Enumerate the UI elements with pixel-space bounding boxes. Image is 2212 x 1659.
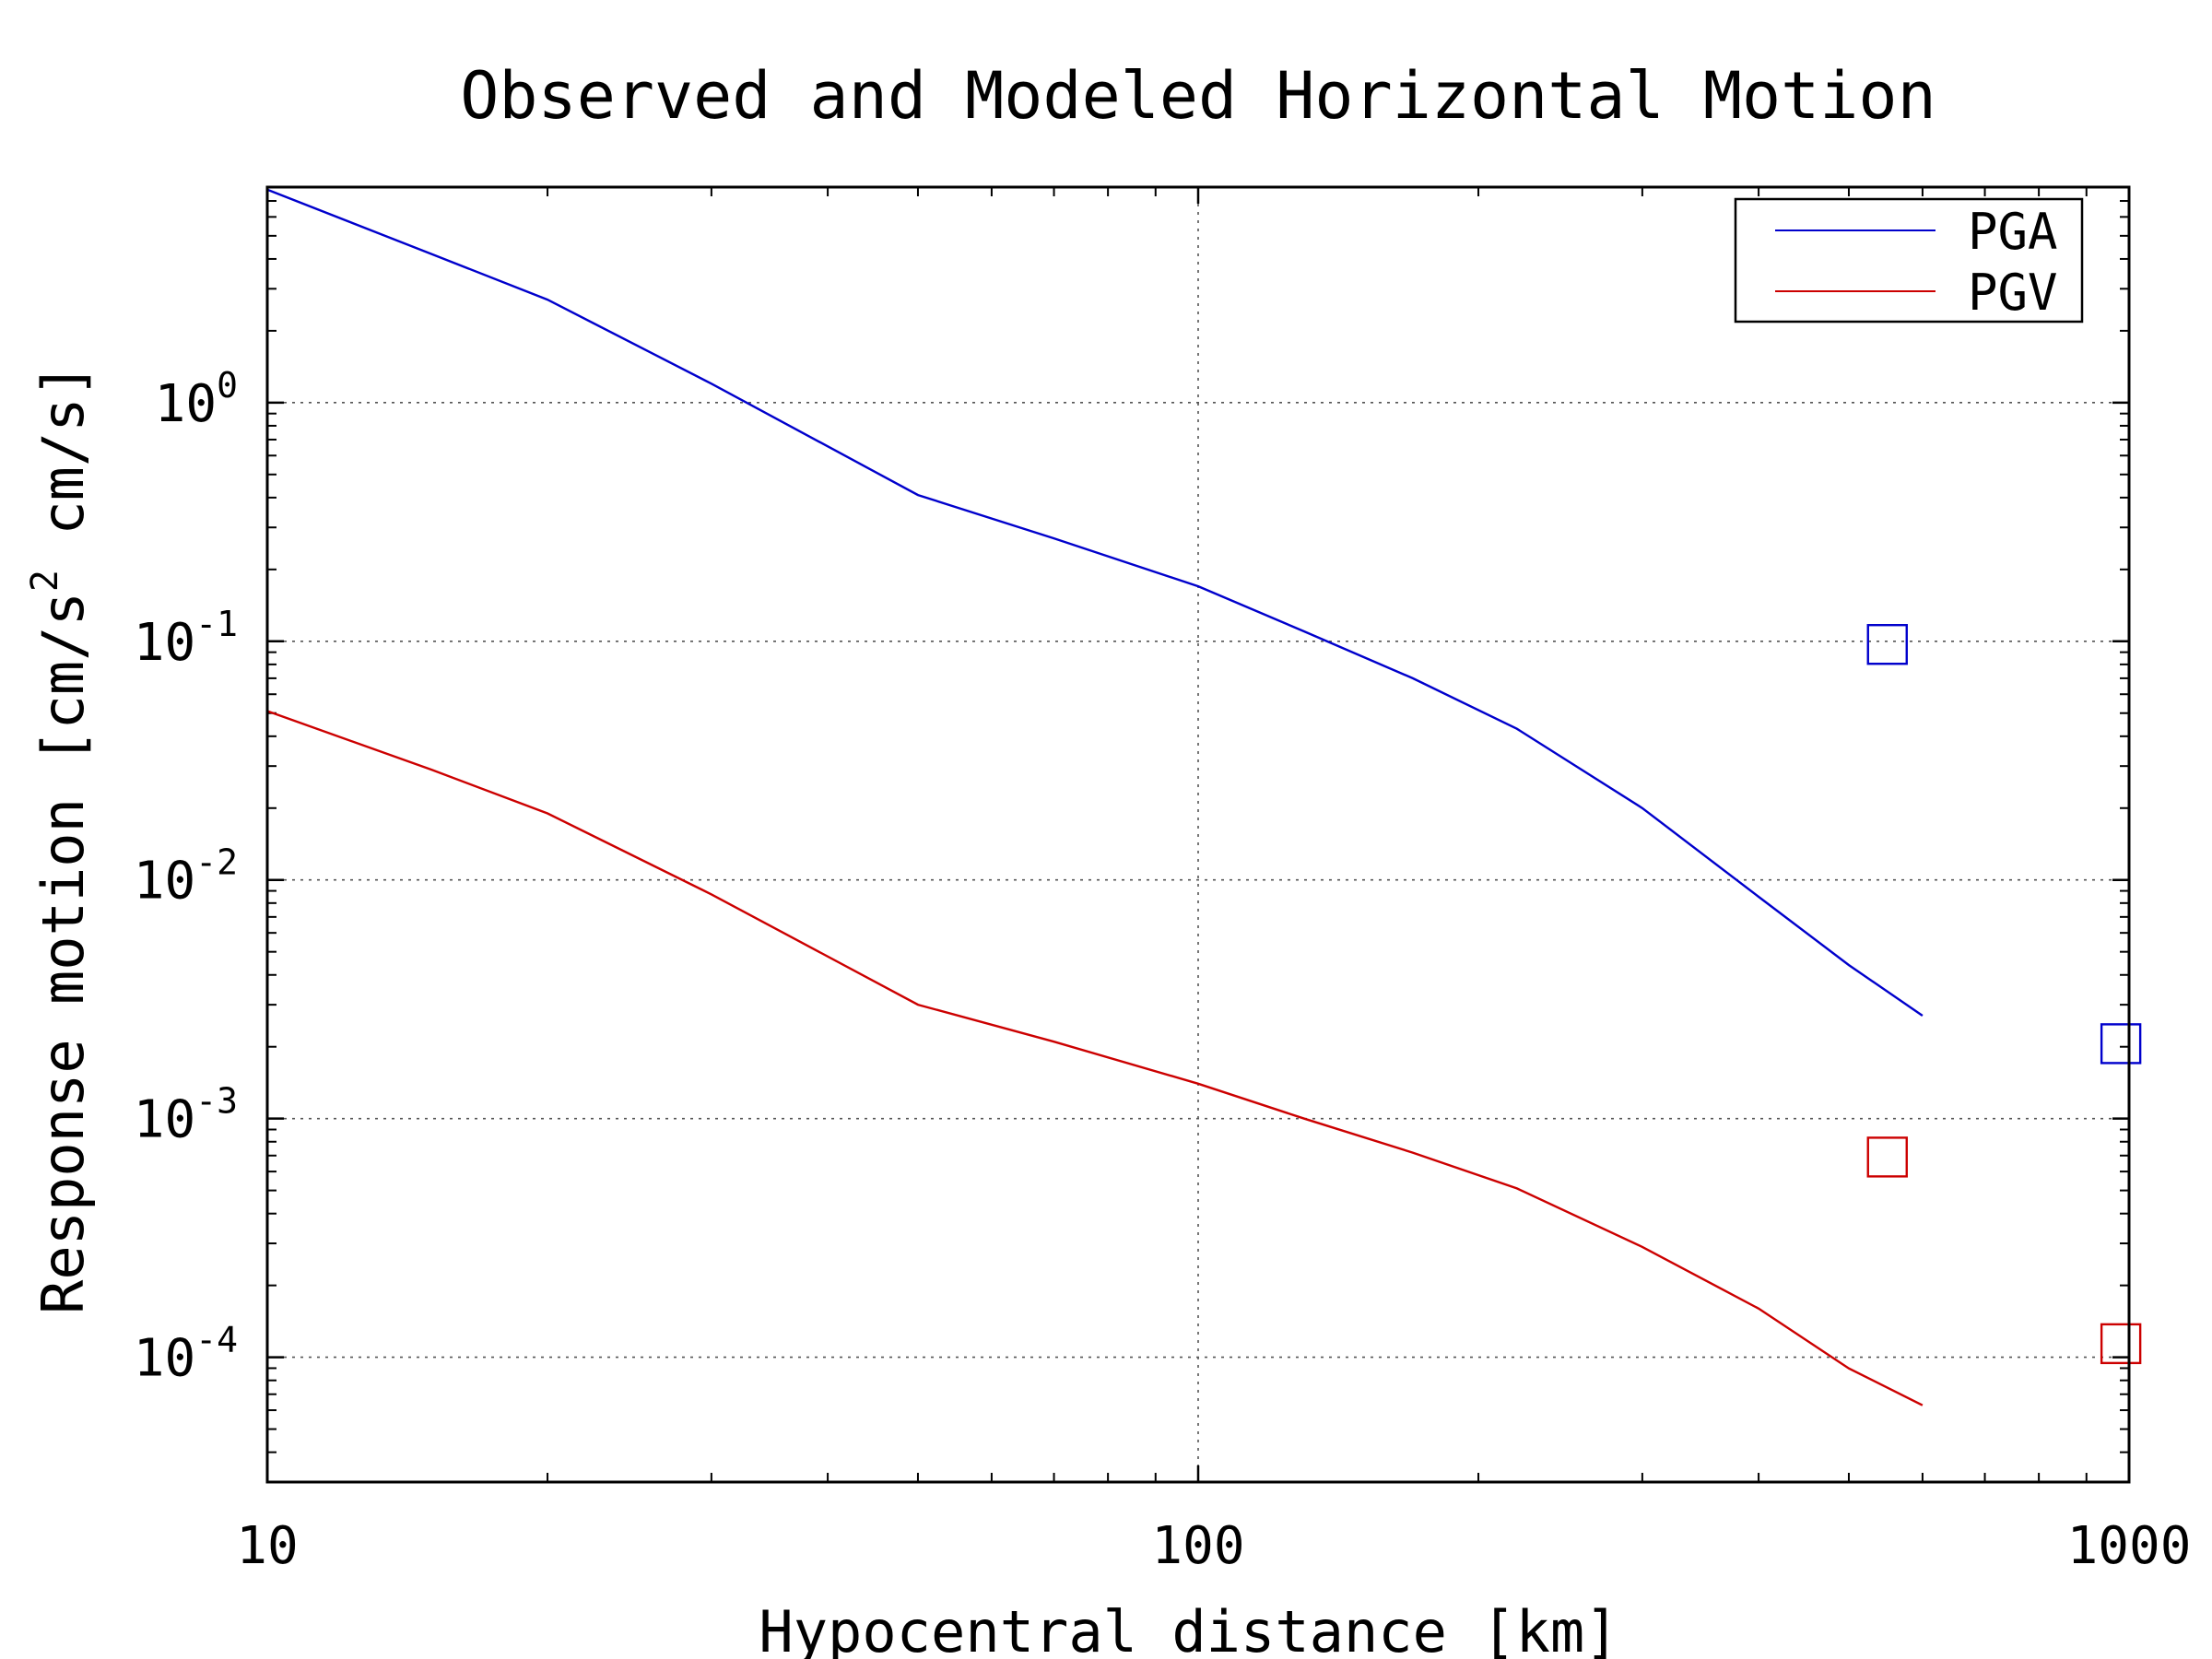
y-axis-label-superscript: 2 [24, 570, 66, 592]
y-axis-label-prefix: Response motion [cm/s [29, 592, 97, 1314]
y-axis-label-suffix: cm/s] [29, 363, 97, 570]
y-tick-label: 100 [155, 365, 238, 434]
x-tick-label: 10 [236, 1516, 298, 1576]
y-tick-exponent: -3 [195, 1081, 238, 1122]
x-tick-label: 1000 [2067, 1516, 2192, 1576]
observed-marker-pgv [2100, 1323, 2142, 1365]
y-tick-base: 10 [134, 1329, 195, 1389]
x-tick-labels: 10 100 1000 [236, 1516, 2191, 1576]
y-tick-base: 10 [155, 374, 217, 434]
y-tick-label: 10-1 [134, 604, 238, 673]
legend: PGA PGV [1734, 197, 2084, 324]
y-tick-exponent: -4 [195, 1320, 238, 1360]
y-axis-label: Response motion [cm/s2 cm/s] [24, 363, 97, 1314]
y-tick-exponent: 0 [217, 365, 238, 406]
observed-marker-pga [2100, 1023, 2142, 1065]
y-tick-exponent: -2 [195, 842, 238, 883]
plot-frame [265, 185, 2131, 1484]
legend-label-pga: PGA [1968, 203, 2058, 261]
series-lines [266, 188, 1924, 1406]
y-tick-label: 10-2 [134, 842, 238, 912]
series-line-pgv [266, 710, 1924, 1406]
y-tick-label: 10-4 [134, 1320, 238, 1389]
y-tick-base: 10 [134, 1090, 195, 1150]
legend-box [1734, 197, 2084, 324]
grid-lines [267, 187, 2129, 1482]
y-tick-label: 10-3 [134, 1081, 238, 1150]
legend-label-pgv: PGV [1968, 264, 2058, 322]
observed-marker-pgv [1866, 1136, 1908, 1178]
observed-marker-pga [1866, 624, 1908, 665]
y-tick-exponent: -1 [195, 604, 238, 644]
y-tick-base: 10 [134, 613, 195, 673]
x-tick-label: 100 [1151, 1516, 1244, 1576]
series-line-pga [266, 188, 1924, 1017]
chart-title: Observed and Modeled Horizontal Motion [460, 58, 1936, 134]
observed-markers [1866, 624, 2142, 1365]
x-axis-label: Hypocentral distance [km] [759, 1598, 1618, 1659]
y-tick-base: 10 [134, 852, 195, 912]
